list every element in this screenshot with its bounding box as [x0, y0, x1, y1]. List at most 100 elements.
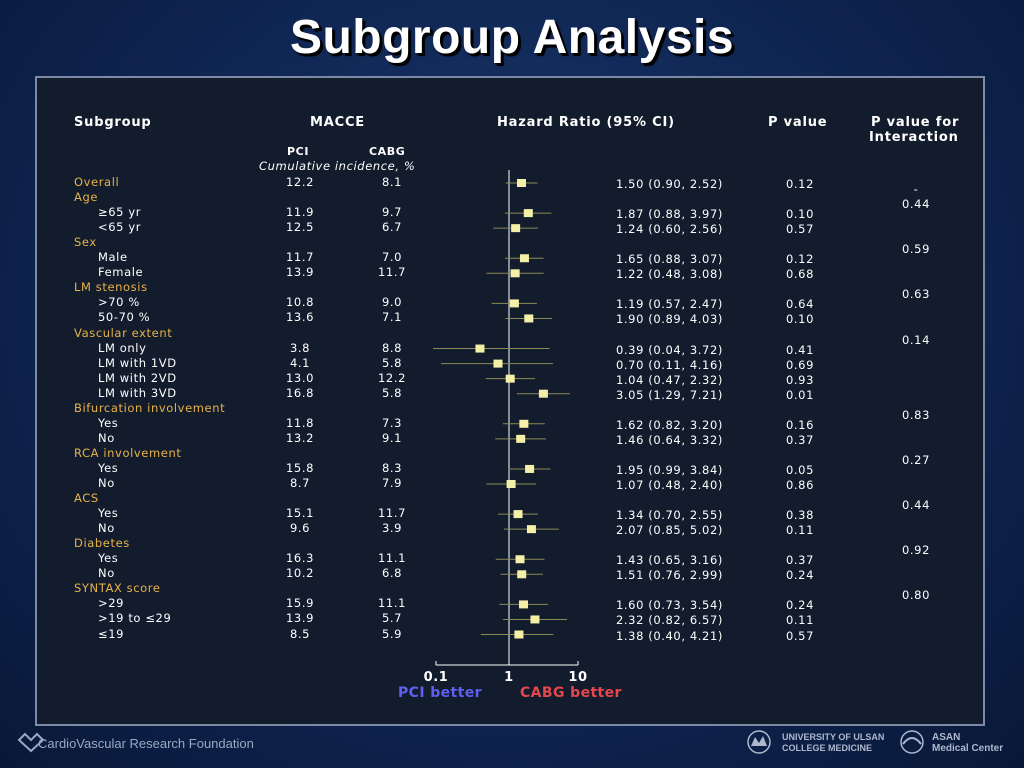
footer-foundation: CardioVascular Research Foundation	[38, 736, 254, 751]
hazard-ratio-ci: 1.50 (0.90, 2.52)	[616, 177, 723, 191]
subgroup-label: >29	[98, 596, 125, 611]
subgroup-label: ≤19	[98, 626, 125, 641]
category-label: LM stenosis	[74, 280, 148, 295]
p-interaction: 0.44	[901, 498, 930, 513]
hazard-ratio-marker	[530, 615, 540, 624]
pci-incidence: 13.2	[285, 430, 314, 445]
header-subgroup: Subgroup	[74, 115, 152, 130]
footer-asan-line2: Medical Center	[932, 743, 1004, 754]
forest-plot-panel	[35, 76, 985, 726]
subgroup-label: Yes	[98, 460, 119, 475]
subgroup-label: >19 to ≤29	[98, 611, 172, 626]
pci-incidence: 15.8	[285, 460, 314, 475]
hazard-ratio-ci: 1.62 (0.82, 3.20)	[616, 417, 723, 432]
cabg-incidence: 7.9	[381, 476, 403, 490]
cabg-incidence: 11.7	[377, 265, 406, 280]
p-value: 0.57	[785, 222, 814, 237]
cabg-better-label: CABG better	[520, 685, 622, 701]
header-pci: PCI	[287, 145, 310, 158]
hazard-ratio-ci: 1.51 (0.76, 2.99)	[616, 568, 723, 583]
pci-incidence: 11.8	[285, 415, 314, 430]
ulsan-emblem-icon	[747, 730, 771, 754]
hazard-ratio-ci: 3.05 (1.29, 7.21)	[616, 387, 723, 402]
cabg-incidence: 7.1	[381, 310, 403, 325]
p-value: 0.57	[785, 628, 814, 643]
cabg-incidence: 12.2	[377, 370, 406, 385]
hazard-ratio-ci: 1.22 (0.48, 3.08)	[616, 267, 723, 282]
subgroup-label: Yes	[98, 506, 119, 521]
hazard-ratio-ci: 0.70 (0.11, 4.16)	[616, 357, 723, 372]
cabg-incidence: 11.1	[377, 551, 406, 566]
pci-incidence: 15.9	[285, 596, 314, 611]
category-label: ACS	[74, 491, 99, 506]
hazard-ratio-ci: 1.65 (0.88, 3.07)	[616, 252, 723, 267]
p-value: 0.24	[785, 568, 814, 583]
p-value: 0.12	[785, 177, 814, 191]
footer-university-line1: UNIVERSITY OF ULSAN	[782, 732, 885, 742]
hazard-ratio-marker	[506, 480, 516, 488]
pci-incidence: 12.2	[285, 175, 314, 189]
header-cumulative-incidence: Cumulative incidence, %	[259, 159, 416, 173]
p-interaction: 0.63	[901, 287, 930, 302]
subgroup-label: Yes	[98, 415, 119, 430]
p-interaction: 0.80	[901, 588, 930, 603]
subgroup-label: LM with 3VD	[98, 385, 177, 400]
p-interaction: 0.59	[901, 242, 930, 257]
hazard-ratio-marker	[509, 299, 519, 308]
cabg-incidence: 6.7	[381, 220, 403, 235]
footer-university-line2: COLLEGE MEDICINE	[782, 743, 873, 753]
hazard-ratio-marker	[515, 555, 525, 564]
hazard-ratio-ci: 1.07 (0.48, 2.40)	[616, 478, 723, 492]
hazard-ratio-ci: 1.46 (0.64, 3.32)	[616, 432, 723, 447]
p-value: 0.10	[785, 207, 814, 222]
x-tick-label: 0.1	[423, 670, 449, 685]
hazard-ratio-marker	[510, 269, 520, 278]
hazard-ratio-ci: 1.04 (0.47, 2.32)	[616, 372, 723, 387]
hazard-ratio-marker	[493, 359, 503, 368]
footer-university: UNIVERSITY OF ULSAN COLLEGE MEDICINE	[782, 732, 884, 754]
x-tick-label: 10	[568, 670, 588, 685]
pci-incidence: 16.3	[285, 551, 314, 566]
footer-asan-line1: ASAN	[932, 732, 961, 743]
pci-incidence: 8.7	[289, 476, 311, 490]
cabg-incidence: 7.3	[381, 415, 403, 430]
hazard-ratio-ci: 1.87 (0.88, 3.97)	[616, 207, 723, 222]
p-value: 0.05	[785, 462, 814, 477]
pci-incidence: 10.8	[285, 295, 314, 310]
pci-incidence: 15.1	[285, 506, 314, 521]
cabg-incidence: 7.0	[381, 250, 403, 265]
subgroup-label: 50-70 %	[98, 310, 151, 325]
p-value: 0.69	[785, 357, 814, 372]
cabg-incidence: 9.1	[381, 430, 403, 445]
header-p-interaction-line2: Interaction	[869, 130, 959, 145]
cabg-incidence: 8.3	[381, 460, 403, 475]
hazard-ratio-ci: 1.34 (0.70, 2.55)	[616, 508, 723, 523]
hazard-ratio-ci: 1.24 (0.60, 2.56)	[616, 222, 723, 237]
hazard-ratio-ci: 2.07 (0.85, 5.02)	[616, 523, 723, 538]
hazard-ratio-marker	[517, 570, 527, 579]
header-cabg: CABG	[369, 145, 406, 158]
pci-incidence: 11.7	[285, 250, 314, 265]
p-interaction: 0.83	[901, 407, 930, 422]
hazard-ratio-ci: 1.60 (0.73, 3.54)	[616, 598, 723, 613]
asan-emblem-icon	[900, 730, 924, 754]
pci-incidence: 12.5	[285, 220, 314, 235]
pci-incidence: 13.0	[285, 370, 314, 385]
pci-incidence: 13.6	[285, 310, 314, 325]
category-label: Diabetes	[74, 536, 130, 551]
subgroup-label: Female	[98, 265, 144, 280]
header-macce: MACCE	[310, 115, 365, 130]
hazard-ratio-ci: 2.32 (0.82, 6.57)	[616, 613, 723, 628]
hazard-ratio-ci: 1.38 (0.40, 4.21)	[616, 628, 723, 643]
p-value: 0.01	[785, 387, 814, 402]
cabg-incidence: 11.7	[377, 506, 406, 521]
cabg-incidence: 5.8	[381, 385, 403, 400]
subgroup-label: No	[98, 521, 115, 536]
p-interaction: -	[913, 182, 919, 196]
p-value: 0.68	[785, 267, 814, 282]
header-p-value: P value	[768, 115, 828, 130]
p-value: 0.64	[785, 297, 814, 312]
hazard-ratio-marker	[475, 344, 485, 353]
hazard-ratio-marker	[513, 510, 523, 519]
